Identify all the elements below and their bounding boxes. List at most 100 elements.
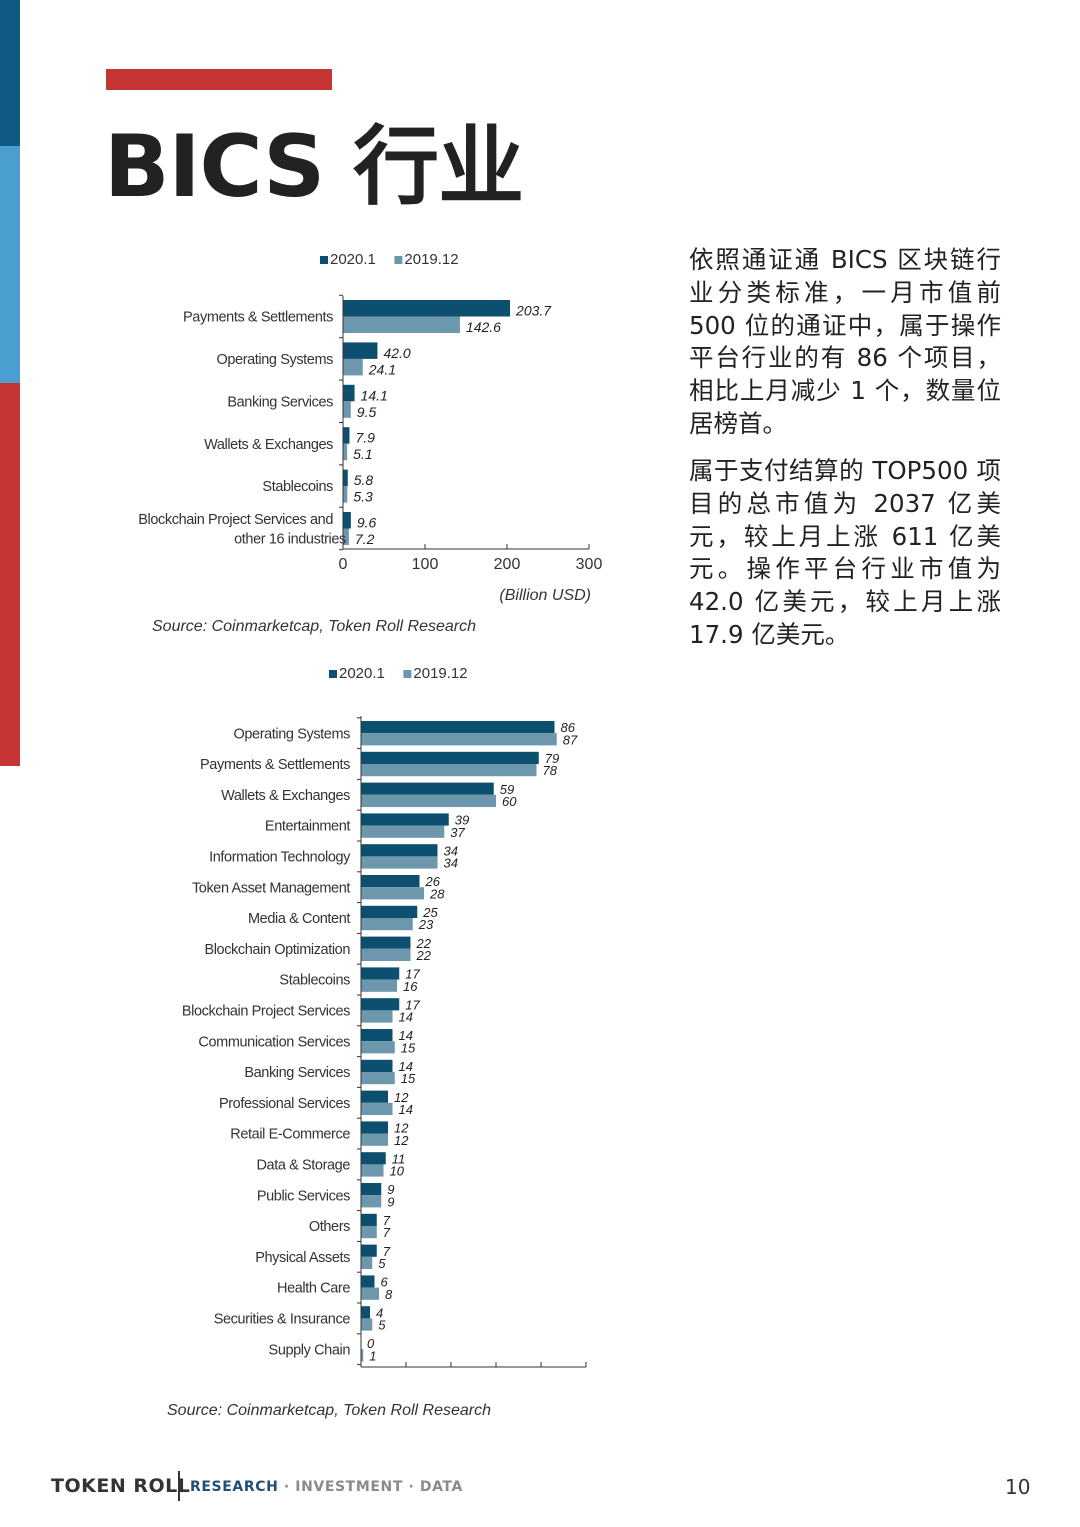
bar-1-5 — [361, 887, 424, 900]
value-label-0-0: 86 — [561, 720, 576, 735]
value-label-0-17: 7 — [383, 1244, 391, 1259]
value-label-0-2: 14.1 — [361, 387, 388, 403]
bar-0-0 — [361, 721, 555, 734]
bar-1-17 — [361, 1256, 373, 1269]
bar-0-1 — [361, 751, 539, 764]
bar-1-8 — [361, 979, 397, 992]
bar-0-8 — [361, 967, 400, 980]
x-tick-label-1: 100 — [412, 556, 439, 573]
bar-1-6 — [361, 918, 413, 931]
value-label-1-8: 16 — [403, 979, 418, 994]
value-label-1-18: 8 — [385, 1287, 393, 1302]
bar-1-1 — [343, 358, 363, 376]
value-label-0-4: 5.8 — [354, 472, 374, 488]
title-accent-bar — [106, 69, 332, 90]
bar-1-2 — [361, 794, 496, 807]
bar-1-15 — [361, 1195, 382, 1208]
bar-0-14 — [361, 1152, 386, 1165]
bar-0-4 — [343, 469, 348, 487]
category-label-19: Securities & Insurance — [214, 1311, 351, 1327]
side-accent-light-blue — [0, 146, 20, 383]
page-title: BICS 行业 — [104, 117, 524, 217]
category-label-13: Retail E-Commerce — [230, 1127, 350, 1143]
value-label-1-9: 14 — [399, 1010, 413, 1025]
category-label-4: Information Technology — [209, 849, 351, 865]
category-label-8: Stablecoins — [279, 973, 350, 989]
category-label-2: Wallets & Exchanges — [221, 788, 350, 804]
category-label-0: Payments & Settlements — [183, 310, 333, 326]
footer-tagline-research: RESEARCH — [190, 1479, 279, 1495]
bar-1-20 — [361, 1349, 364, 1362]
bar-0-6 — [361, 905, 418, 918]
bar-1-3 — [343, 443, 348, 461]
bar-0-3 — [343, 427, 350, 444]
value-label-0-6: 25 — [422, 905, 438, 920]
bar-1-18 — [361, 1287, 379, 1300]
category-label-5-line0: Blockchain Project Services and — [138, 512, 333, 528]
value-label-1-2: 60 — [502, 794, 517, 809]
bar-0-3 — [361, 813, 449, 826]
bar-0-2 — [343, 384, 355, 402]
bar-0-0 — [343, 300, 511, 317]
value-label-0-15: 9 — [387, 1182, 394, 1197]
page-number: 10 — [1005, 1475, 1031, 1499]
bar-0-19 — [361, 1306, 370, 1319]
bar-0-4 — [361, 844, 438, 857]
value-label-0-19: 4 — [376, 1305, 383, 1320]
side-accent-dark-blue — [0, 0, 20, 146]
value-label-1-17: 5 — [378, 1256, 386, 1271]
bar-0-13 — [361, 1121, 388, 1134]
value-label-1-19: 5 — [378, 1318, 386, 1333]
bar-1-16 — [361, 1226, 377, 1239]
legend-swatch-1 — [394, 256, 403, 264]
bar-1-9 — [361, 1010, 393, 1023]
bar-1-12 — [361, 1102, 393, 1115]
category-label-16: Others — [309, 1219, 350, 1235]
category-label-1: Payments & Settlements — [200, 757, 350, 773]
bar-1-11 — [361, 1072, 395, 1085]
value-label-1-6: 23 — [418, 917, 434, 932]
value-label-1-0: 142.6 — [466, 319, 501, 335]
bar-0-7 — [361, 936, 411, 949]
bar-1-14 — [361, 1164, 384, 1177]
value-label-0-8: 17 — [405, 967, 420, 982]
bar-1-2 — [343, 401, 351, 418]
category-label-20: Supply Chain — [269, 1342, 351, 1358]
category-label-17: Physical Assets — [255, 1250, 350, 1266]
value-label-1-0: 87 — [563, 732, 578, 747]
category-label-15: Public Services — [257, 1188, 350, 1204]
category-label-3: Entertainment — [265, 819, 350, 835]
category-label-0: Operating Systems — [234, 726, 351, 742]
category-label-5-line1: other 16 industries — [234, 531, 346, 547]
legend-label-0: 2020.1 — [330, 251, 376, 268]
bar-1-10 — [361, 1041, 395, 1054]
category-label-6: Media & Content — [248, 911, 350, 927]
legend-label-1: 2019.12 — [413, 665, 467, 682]
bar-0-2 — [361, 782, 494, 795]
bar-1-19 — [361, 1318, 373, 1331]
bar-1-1 — [361, 764, 537, 777]
value-label-1-7: 22 — [416, 948, 432, 963]
category-label-12: Professional Services — [219, 1096, 350, 1112]
bar-0-15 — [361, 1183, 382, 1196]
bar-1-13 — [361, 1133, 388, 1146]
bar-0-11 — [361, 1059, 393, 1072]
value-label-0-11: 14 — [399, 1059, 413, 1074]
bar-0-10 — [361, 1029, 393, 1042]
bar-1-4 — [343, 486, 348, 503]
value-label-0-20: 0 — [367, 1336, 375, 1351]
bar-0-12 — [361, 1090, 388, 1103]
bar-1-3 — [361, 825, 445, 838]
legend-swatch-0 — [329, 670, 337, 678]
category-label-11: Banking Services — [244, 1065, 350, 1081]
legend-label-1: 2019.12 — [404, 251, 458, 268]
value-label-0-5: 26 — [425, 874, 441, 889]
value-label-1-20: 1 — [369, 1348, 376, 1363]
value-label-0-10: 14 — [399, 1028, 413, 1043]
bar-0-9 — [361, 998, 400, 1011]
x-tick-label-0: 0 — [339, 556, 348, 573]
value-label-0-13: 12 — [394, 1121, 409, 1136]
value-label-1-11: 15 — [401, 1071, 416, 1086]
value-label-1-3: 37 — [450, 825, 465, 840]
